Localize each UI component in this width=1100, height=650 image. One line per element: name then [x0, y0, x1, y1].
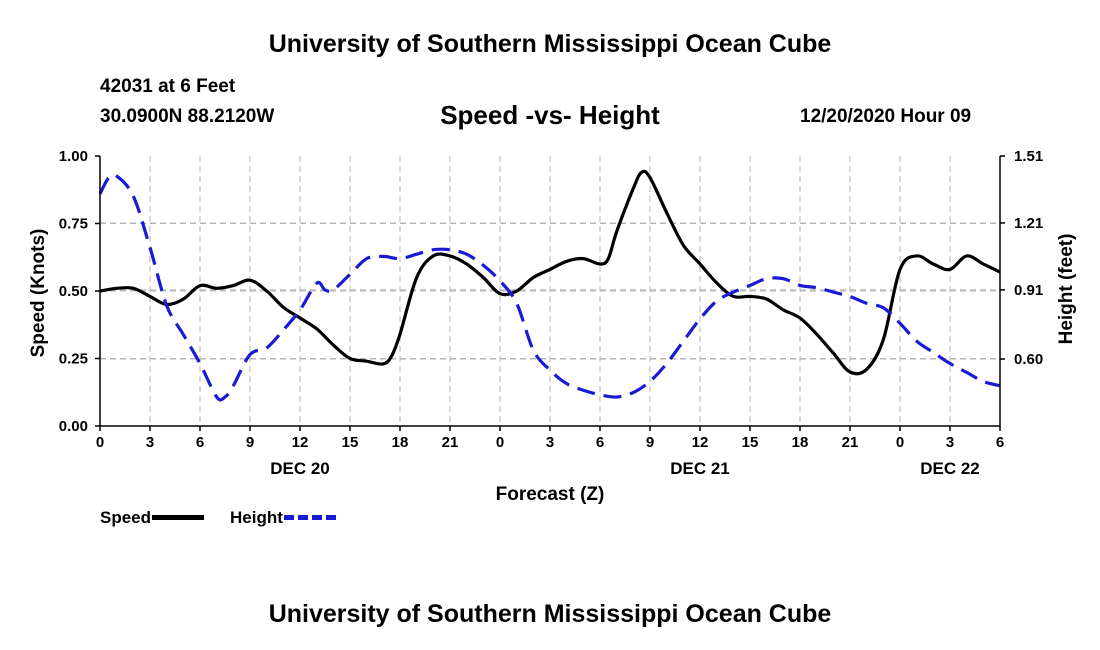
- y-right-tick-label: 1.51: [1014, 148, 1043, 165]
- height-series-line: [98, 173, 1001, 402]
- footer-title: University of Southern Mississippi Ocean…: [268, 600, 832, 628]
- x-tick-label: 0: [896, 434, 904, 451]
- legend-speed-label: Speed: [100, 508, 152, 527]
- x-tick-label: 6: [996, 434, 1004, 451]
- date-label: DEC 20: [270, 459, 330, 478]
- x-tick-label: 0: [96, 434, 104, 451]
- speed-series-line: [99, 169, 1001, 376]
- x-tick-label: 3: [146, 434, 154, 451]
- x-tick-label: 3: [946, 434, 954, 451]
- x-tick-label: 15: [742, 434, 759, 451]
- coordinates-label: 30.0900N 88.2120W: [100, 106, 275, 127]
- x-tick-label: 6: [596, 434, 604, 451]
- x-tick-label: 18: [392, 434, 409, 451]
- y-right-tick-label: 1.21: [1014, 215, 1043, 232]
- y-right-axis-title: Height (feet): [1056, 234, 1077, 345]
- forecast-date-label: 12/20/2020 Hour 09: [800, 106, 972, 127]
- legend-speed-swatch: [152, 515, 205, 521]
- date-label: DEC 21: [670, 459, 730, 478]
- legend-speed: Speed: [100, 508, 205, 528]
- x-tick-label: 9: [646, 434, 654, 451]
- x-tick-label: 21: [842, 434, 859, 451]
- y-left-tick-label: 0.25: [59, 351, 88, 368]
- x-tick-label: 12: [692, 434, 709, 451]
- legend-height-swatch: [283, 515, 336, 521]
- axes: [95, 155, 1005, 431]
- x-tick-label: 18: [792, 434, 809, 451]
- legend-height: Height: [230, 508, 336, 528]
- x-axis-title: Forecast (Z): [496, 484, 605, 505]
- grid-lines: [100, 156, 1000, 426]
- x-tick-label: 12: [292, 434, 309, 451]
- chart-main-title: University of Southern Mississippi Ocean…: [268, 30, 832, 58]
- x-tick-label: 6: [196, 434, 204, 451]
- station-label: 42031 at 6 Feet: [100, 76, 236, 97]
- x-tick-label: 3: [546, 434, 554, 451]
- y-left-tick-label: 1.00: [59, 148, 88, 165]
- y-left-tick-label: 0.75: [59, 216, 88, 233]
- axis-labels: 0 3 6 9 12 15 18 21 0 3 6 9 12 15 18 21 0 3 6 DEC 20 DEC 21 D…: [28, 148, 1077, 505]
- y-right-tick-label: 0.91: [1014, 282, 1043, 299]
- y-left-tick-label: 0.00: [59, 418, 88, 435]
- y-right-tick-label: 0.60: [1014, 351, 1043, 368]
- x-tick-label: 9: [246, 434, 254, 451]
- date-label: DEC 22: [920, 459, 980, 478]
- chart-subtitle: Speed -vs- Height: [440, 100, 660, 130]
- y-left-tick-label: 0.50: [59, 283, 88, 300]
- x-tick-label: 21: [442, 434, 459, 451]
- x-tick-label: 0: [496, 434, 504, 451]
- x-tick-label: 15: [342, 434, 359, 451]
- legend-height-label: Height: [230, 508, 283, 527]
- y-left-axis-title: Speed (Knots): [28, 229, 49, 358]
- series-lines: [98, 169, 1001, 402]
